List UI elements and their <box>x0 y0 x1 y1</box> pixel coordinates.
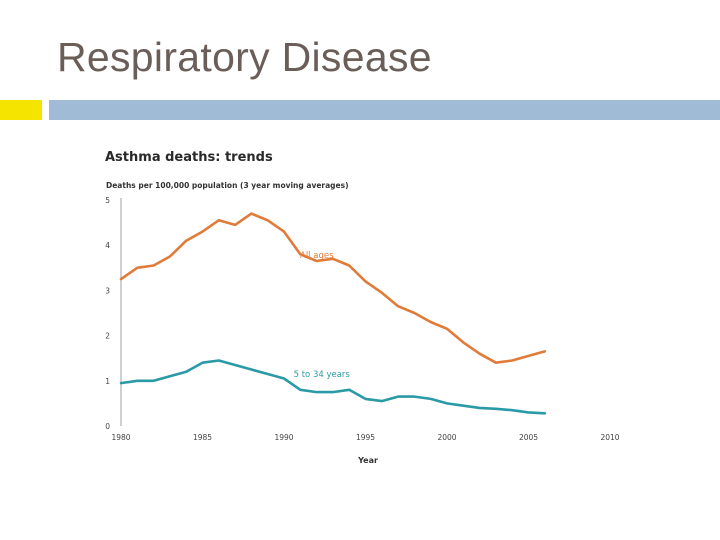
x-tick-label: 1980 <box>111 433 130 442</box>
y-tick-label: 0 <box>105 422 110 431</box>
x-axis-label: Year <box>357 456 378 465</box>
y-tick-label: 4 <box>105 241 110 250</box>
series-line-5-to-34-years <box>119 359 547 415</box>
series-line-all-ages <box>119 212 547 365</box>
y-tick-label: 2 <box>105 332 110 341</box>
x-tick-label: 1985 <box>193 433 212 442</box>
series-label: 5 to 34 years <box>294 370 351 380</box>
y-tick-label: 3 <box>105 286 110 295</box>
x-tick-label: 1995 <box>356 433 375 442</box>
x-tick-label: 2010 <box>600 433 619 442</box>
chart-title: Asthma deaths: trends <box>105 150 273 165</box>
y-tick-label: 1 <box>105 377 110 386</box>
y-axis-label: Deaths per 100,000 population (3 year mo… <box>106 181 349 190</box>
x-tick-label: 1990 <box>274 433 293 442</box>
y-tick-label: 5 <box>105 196 110 205</box>
series-label: All ages <box>300 251 334 261</box>
x-tick-label: 2000 <box>437 433 456 442</box>
accent-bar-yellow <box>0 100 42 120</box>
slide-title: Respiratory Disease <box>57 34 432 80</box>
x-tick-label: 2005 <box>519 433 538 442</box>
accent-bar-blue <box>49 100 720 120</box>
